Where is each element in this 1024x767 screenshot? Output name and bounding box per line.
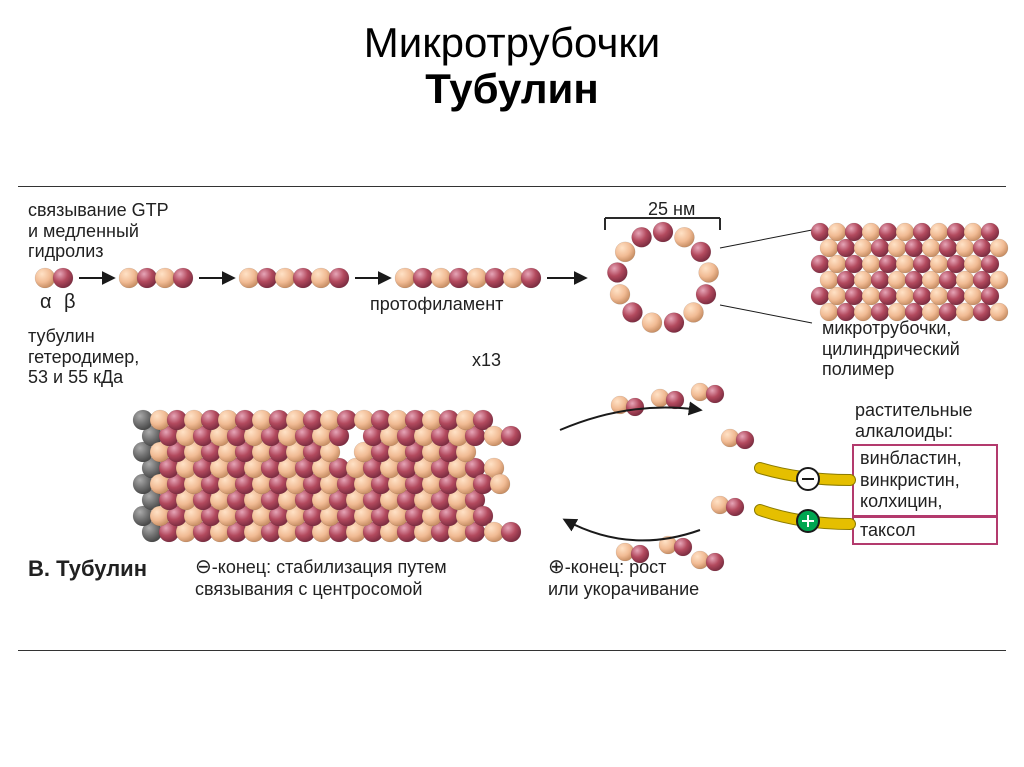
alkaloid-arrows: [760, 468, 850, 532]
dynamic-arrows: [560, 408, 700, 541]
microtubule-side-view-bottom: [133, 410, 521, 542]
ring-to-tube-lines: [720, 230, 812, 323]
ring-cross-section: [607, 222, 718, 333]
microtubule-side-view-top: [811, 223, 1008, 321]
free-dimers: [611, 383, 754, 571]
diagram-svg: [0, 0, 1024, 767]
